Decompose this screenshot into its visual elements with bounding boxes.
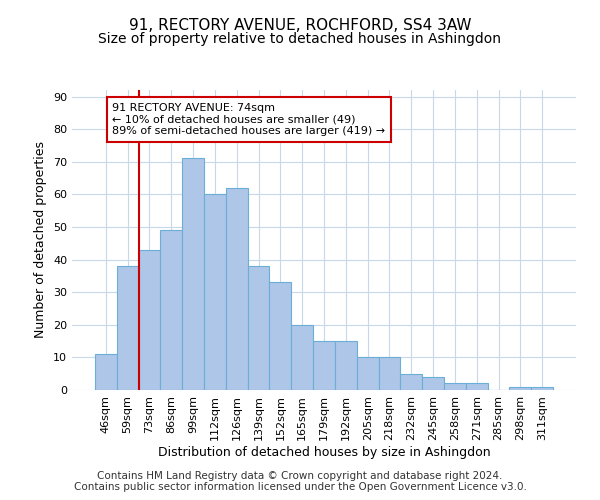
Bar: [204, 194, 226, 390]
Text: 91, RECTORY AVENUE, ROCHFORD, SS4 3AW: 91, RECTORY AVENUE, ROCHFORD, SS4 3AW: [129, 18, 471, 32]
Bar: [291, 325, 313, 390]
Bar: [313, 341, 335, 390]
Bar: [466, 384, 488, 390]
Bar: [422, 377, 444, 390]
Text: 91 RECTORY AVENUE: 74sqm
← 10% of detached houses are smaller (49)
89% of semi-d: 91 RECTORY AVENUE: 74sqm ← 10% of detach…: [112, 103, 385, 136]
Y-axis label: Number of detached properties: Number of detached properties: [34, 142, 47, 338]
Bar: [509, 386, 531, 390]
X-axis label: Distribution of detached houses by size in Ashingdon: Distribution of detached houses by size …: [158, 446, 490, 458]
Text: Contains HM Land Registry data © Crown copyright and database right 2024.
Contai: Contains HM Land Registry data © Crown c…: [74, 471, 526, 492]
Bar: [400, 374, 422, 390]
Bar: [335, 341, 357, 390]
Bar: [182, 158, 204, 390]
Text: Size of property relative to detached houses in Ashingdon: Size of property relative to detached ho…: [98, 32, 502, 46]
Bar: [139, 250, 160, 390]
Bar: [444, 384, 466, 390]
Bar: [226, 188, 248, 390]
Bar: [160, 230, 182, 390]
Bar: [95, 354, 117, 390]
Bar: [357, 358, 379, 390]
Bar: [248, 266, 269, 390]
Bar: [379, 358, 400, 390]
Bar: [531, 386, 553, 390]
Bar: [269, 282, 291, 390]
Bar: [117, 266, 139, 390]
